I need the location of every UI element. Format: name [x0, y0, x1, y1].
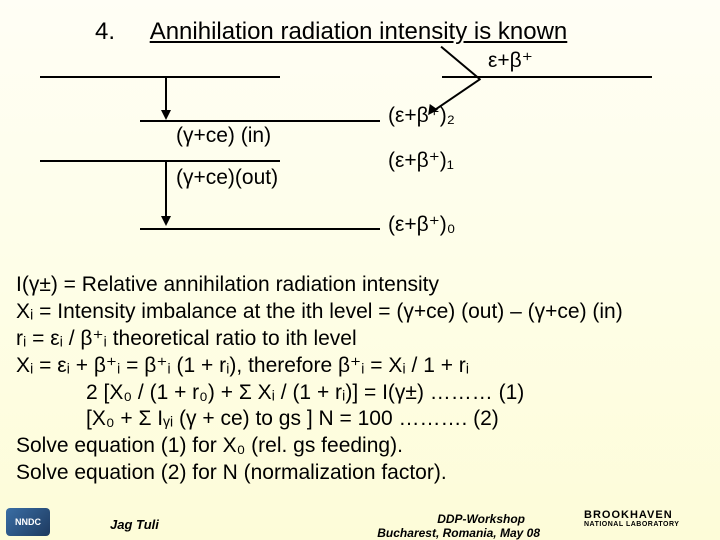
author-name: Jag Tuli [110, 517, 159, 532]
energy-level-line [140, 120, 380, 122]
arrow-head-icon [161, 216, 171, 226]
level-label: (ε+β⁺)₂ [388, 103, 455, 128]
inout-label: (γ+ce) (in) [176, 124, 271, 148]
heading-title: Annihilation radiation intensity is know… [150, 18, 568, 45]
def-line-5: 2 [X₀ / (1 + r₀) + Σ Xᵢ / (1 + rᵢ)] = I(… [16, 380, 623, 407]
lab-name-2: NATIONAL LABORATORY [584, 521, 714, 528]
def-line-2: Xᵢ = Intensity imbalance at the ith leve… [16, 299, 623, 326]
slide-heading: 4. Annihilation radiation intensity is k… [95, 18, 567, 46]
arrow-head-icon [161, 110, 171, 120]
workshop-location: Bucharest, Romania, May 08 [377, 526, 540, 540]
feeding-arrow [430, 78, 481, 114]
feeding-arrow [440, 46, 480, 80]
brookhaven-logo: BROOKHAVEN NATIONAL LABORATORY [584, 510, 714, 538]
lab-name-1: BROOKHAVEN [584, 510, 714, 521]
nndc-logo: NNDC [6, 508, 50, 536]
definitions-block: I(γ±) = Relative annihilation radiation … [16, 272, 623, 487]
workshop-name: DDP-Workshop [437, 512, 525, 526]
def-line-4: Xᵢ = εᵢ + β⁺ᵢ = β⁺ᵢ (1 + rᵢ), therefore … [16, 353, 623, 380]
energy-level-line [140, 228, 380, 230]
energy-level-line [442, 76, 652, 78]
energy-level-line [40, 76, 280, 78]
level-label: ε+β⁺ [488, 48, 533, 73]
energy-level-line [40, 160, 280, 162]
transition-arrow [165, 162, 167, 220]
inout-label: (γ+ce)(out) [176, 166, 278, 190]
footer: NNDC Jag Tuli DDP-Workshop Bucharest, Ro… [0, 512, 720, 540]
heading-number: 4. [95, 18, 115, 45]
def-line-7: Solve equation (1) for X₀ (rel. gs feedi… [16, 433, 623, 460]
def-line-6: [X₀ + Σ Iᵧᵢ (γ + ce) to gs ] N = 100 ………… [16, 406, 623, 433]
def-line-3: rᵢ = εᵢ / β⁺ᵢ theoretical ratio to ith l… [16, 326, 623, 353]
transition-arrow [165, 76, 167, 114]
level-diagram: ε+β⁺(ε+β⁺)₂(ε+β⁺)₁(ε+β⁺)₀(γ+ce) (in)(γ+c… [0, 60, 720, 260]
def-line-1: I(γ±) = Relative annihilation radiation … [16, 272, 623, 299]
level-label: (ε+β⁺)₁ [388, 148, 454, 173]
level-label: (ε+β⁺)₀ [388, 212, 456, 237]
def-line-8: Solve equation (2) for N (normalization … [16, 460, 623, 487]
